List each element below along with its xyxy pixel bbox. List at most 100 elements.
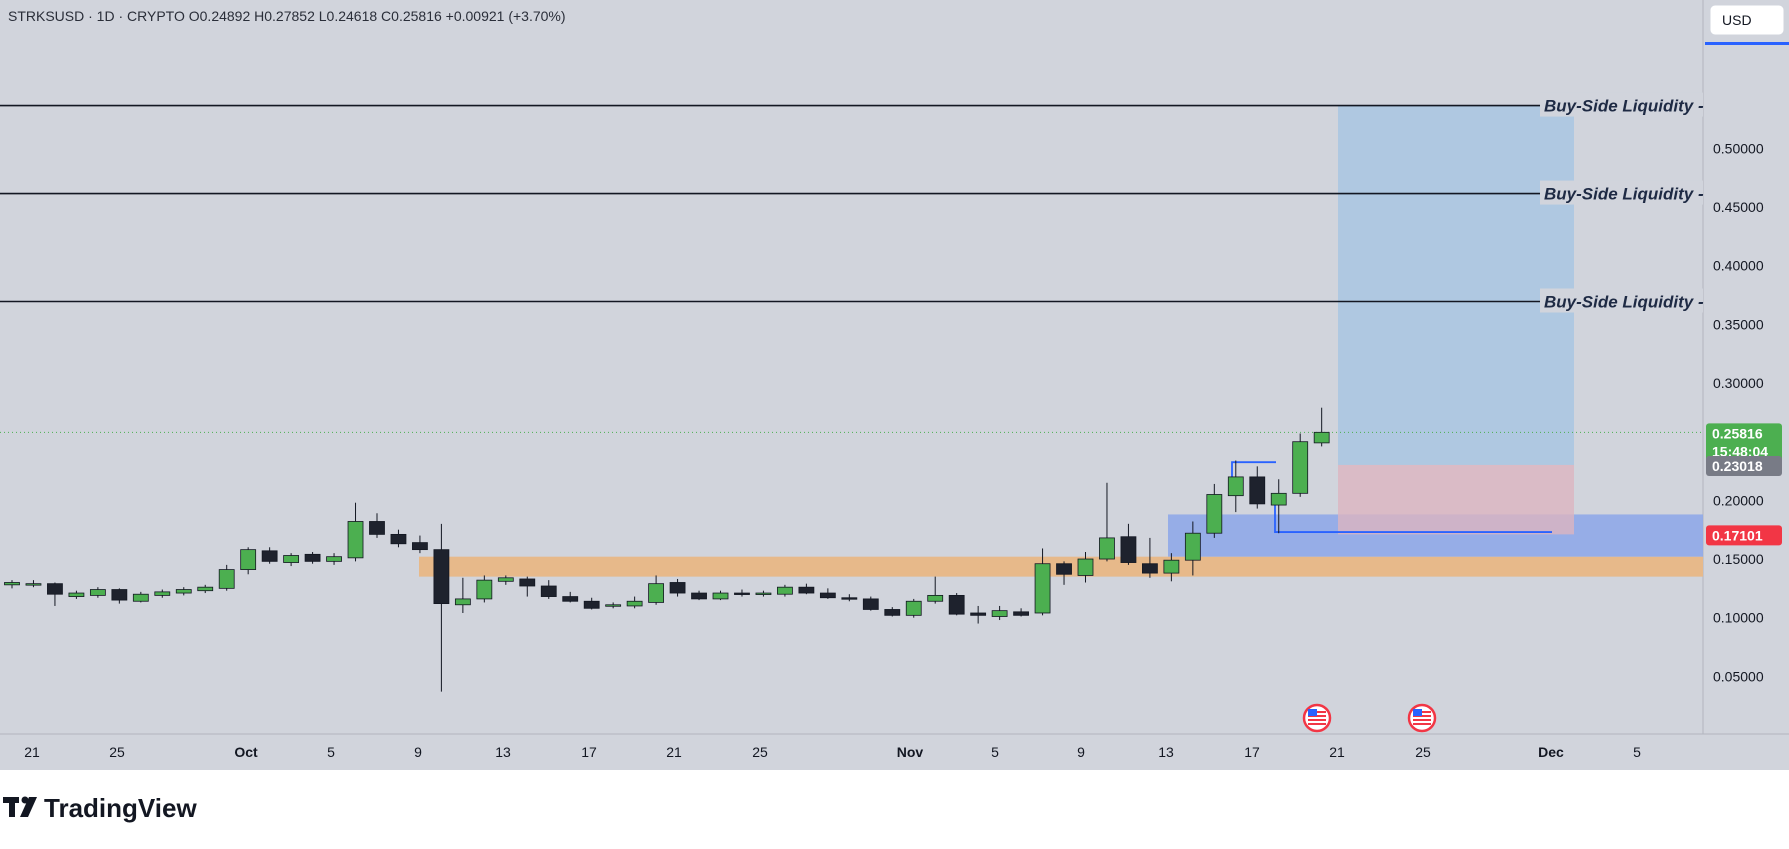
stop-level-value: 0.17101 bbox=[1712, 527, 1763, 543]
candle-bear bbox=[691, 592, 707, 600]
stop-level-tag bbox=[1706, 525, 1782, 546]
liquidity-label-bg-2 bbox=[1540, 180, 1703, 205]
countdown-value: 15:48:04 bbox=[1712, 443, 1768, 459]
candle-bear bbox=[841, 597, 858, 600]
currency-underline bbox=[1705, 42, 1789, 45]
position-level-value: 0.23018 bbox=[1712, 458, 1763, 474]
candle-bear bbox=[390, 533, 407, 545]
time-axis-label: 5 bbox=[327, 744, 335, 760]
candle-bull bbox=[25, 583, 42, 586]
candle-bear bbox=[884, 609, 901, 616]
candle-bull bbox=[991, 610, 1008, 617]
candle-bear bbox=[819, 592, 836, 599]
candle-bear bbox=[1142, 563, 1158, 574]
time-axis-label: 13 bbox=[1158, 744, 1174, 760]
flag-stripe bbox=[1413, 719, 1431, 721]
header-high: H0.27852 bbox=[254, 8, 319, 24]
header-close: C0.25816 bbox=[381, 8, 446, 24]
candle-bear bbox=[412, 542, 428, 551]
candle-bull bbox=[497, 577, 514, 582]
candle-bear bbox=[369, 521, 385, 535]
position-level-tag bbox=[1706, 455, 1782, 476]
liquidity-label-bg-1 bbox=[1540, 92, 1703, 117]
flag-stripe bbox=[1308, 723, 1326, 725]
time-axis-background bbox=[0, 734, 1789, 770]
candle-bear bbox=[583, 600, 600, 609]
liquidity-label-3: Buy-Side Liquidity - bbox=[1544, 293, 1704, 312]
candle-bull bbox=[326, 556, 342, 562]
logo-stem bbox=[9, 797, 15, 817]
bos-marker-low bbox=[1274, 502, 1552, 533]
candle-bear bbox=[540, 585, 557, 597]
price-axis-label: 0.50000 bbox=[1713, 140, 1764, 156]
time-axis-label: 17 bbox=[1244, 744, 1260, 760]
header-open: O0.24892 bbox=[189, 8, 254, 24]
flag-ring bbox=[1302, 703, 1332, 733]
candle-bull bbox=[175, 589, 192, 594]
candle-bull bbox=[905, 600, 922, 616]
long-position-target-zone bbox=[1338, 105, 1574, 465]
logo-dot bbox=[21, 796, 29, 804]
candle-bull bbox=[712, 592, 729, 600]
candle-bull bbox=[648, 583, 664, 603]
us-event-flag-icon[interactable] bbox=[1407, 703, 1437, 733]
flag-stripe bbox=[1413, 723, 1431, 725]
candle-bull bbox=[1163, 559, 1180, 574]
price-axis-label: 0.35000 bbox=[1713, 316, 1764, 332]
us-event-flag-icon[interactable] bbox=[1302, 703, 1332, 733]
candle-bull bbox=[927, 594, 944, 602]
time-axis-label: 9 bbox=[414, 744, 422, 760]
currency-button-label[interactable]: USD bbox=[1722, 12, 1752, 28]
last-price-value: 0.25816 bbox=[1712, 425, 1763, 441]
time-axis-label: 21 bbox=[666, 744, 682, 760]
candle-bull bbox=[68, 592, 85, 597]
candle-bear bbox=[304, 553, 321, 562]
flag-ring bbox=[1407, 703, 1437, 733]
candle-bear bbox=[433, 549, 450, 605]
header-legend: STRKSUSD · 1D · CRYPTO O0.24892 H0.27852… bbox=[8, 8, 566, 24]
price-axis-background bbox=[1703, 0, 1789, 734]
candle-bear bbox=[519, 578, 536, 587]
header-low: L0.24618 bbox=[319, 8, 381, 24]
price-axis-label: 0.05000 bbox=[1713, 668, 1764, 684]
flag-stripe bbox=[1308, 719, 1326, 721]
time-axis-label: 25 bbox=[1415, 744, 1431, 760]
candle-bull bbox=[197, 586, 214, 592]
time-axis-label: Dec bbox=[1538, 744, 1564, 760]
liquidity-label-bg-3 bbox=[1540, 288, 1703, 313]
candle-bull bbox=[1099, 537, 1115, 560]
price-axis-label: 0.30000 bbox=[1713, 375, 1764, 391]
candle-bull bbox=[218, 569, 235, 589]
candle-bear bbox=[1056, 563, 1072, 575]
price-axis-label: 0.45000 bbox=[1713, 199, 1764, 215]
candle-bull bbox=[154, 591, 171, 596]
candle-bear bbox=[261, 550, 278, 562]
liquidity-label-1: Buy-Side Liquidity - bbox=[1544, 97, 1704, 116]
candle-bear bbox=[948, 594, 965, 615]
time-axis-label: 13 bbox=[495, 744, 511, 760]
time-axis-label: 25 bbox=[752, 744, 768, 760]
candle-bull bbox=[1227, 476, 1244, 497]
price-axis-label: 0.40000 bbox=[1713, 258, 1764, 274]
time-axis-label: 5 bbox=[991, 744, 999, 760]
time-axis-label: Oct bbox=[234, 744, 258, 760]
candle-bear bbox=[1249, 476, 1266, 505]
flag-canton bbox=[1308, 709, 1317, 716]
candle-bear bbox=[1013, 611, 1029, 616]
price-axis-label: 0.15000 bbox=[1713, 551, 1764, 567]
long-position-stop-zone bbox=[1338, 464, 1574, 535]
candle-bull bbox=[777, 586, 793, 595]
time-axis-label: 9 bbox=[1077, 744, 1085, 760]
time-axis-label: 25 bbox=[109, 744, 125, 760]
candle-bear bbox=[1120, 536, 1137, 563]
candle-bear bbox=[111, 589, 128, 601]
candle-bull bbox=[1184, 532, 1201, 561]
candle-bull bbox=[283, 555, 300, 563]
price-axis-label: 0.20000 bbox=[1713, 492, 1764, 508]
candle-bull bbox=[1077, 558, 1094, 576]
candle-bear bbox=[862, 598, 879, 610]
price-axis-label: 0.10000 bbox=[1713, 610, 1764, 626]
currency-button[interactable] bbox=[1709, 4, 1785, 36]
candle-bull bbox=[347, 521, 364, 559]
